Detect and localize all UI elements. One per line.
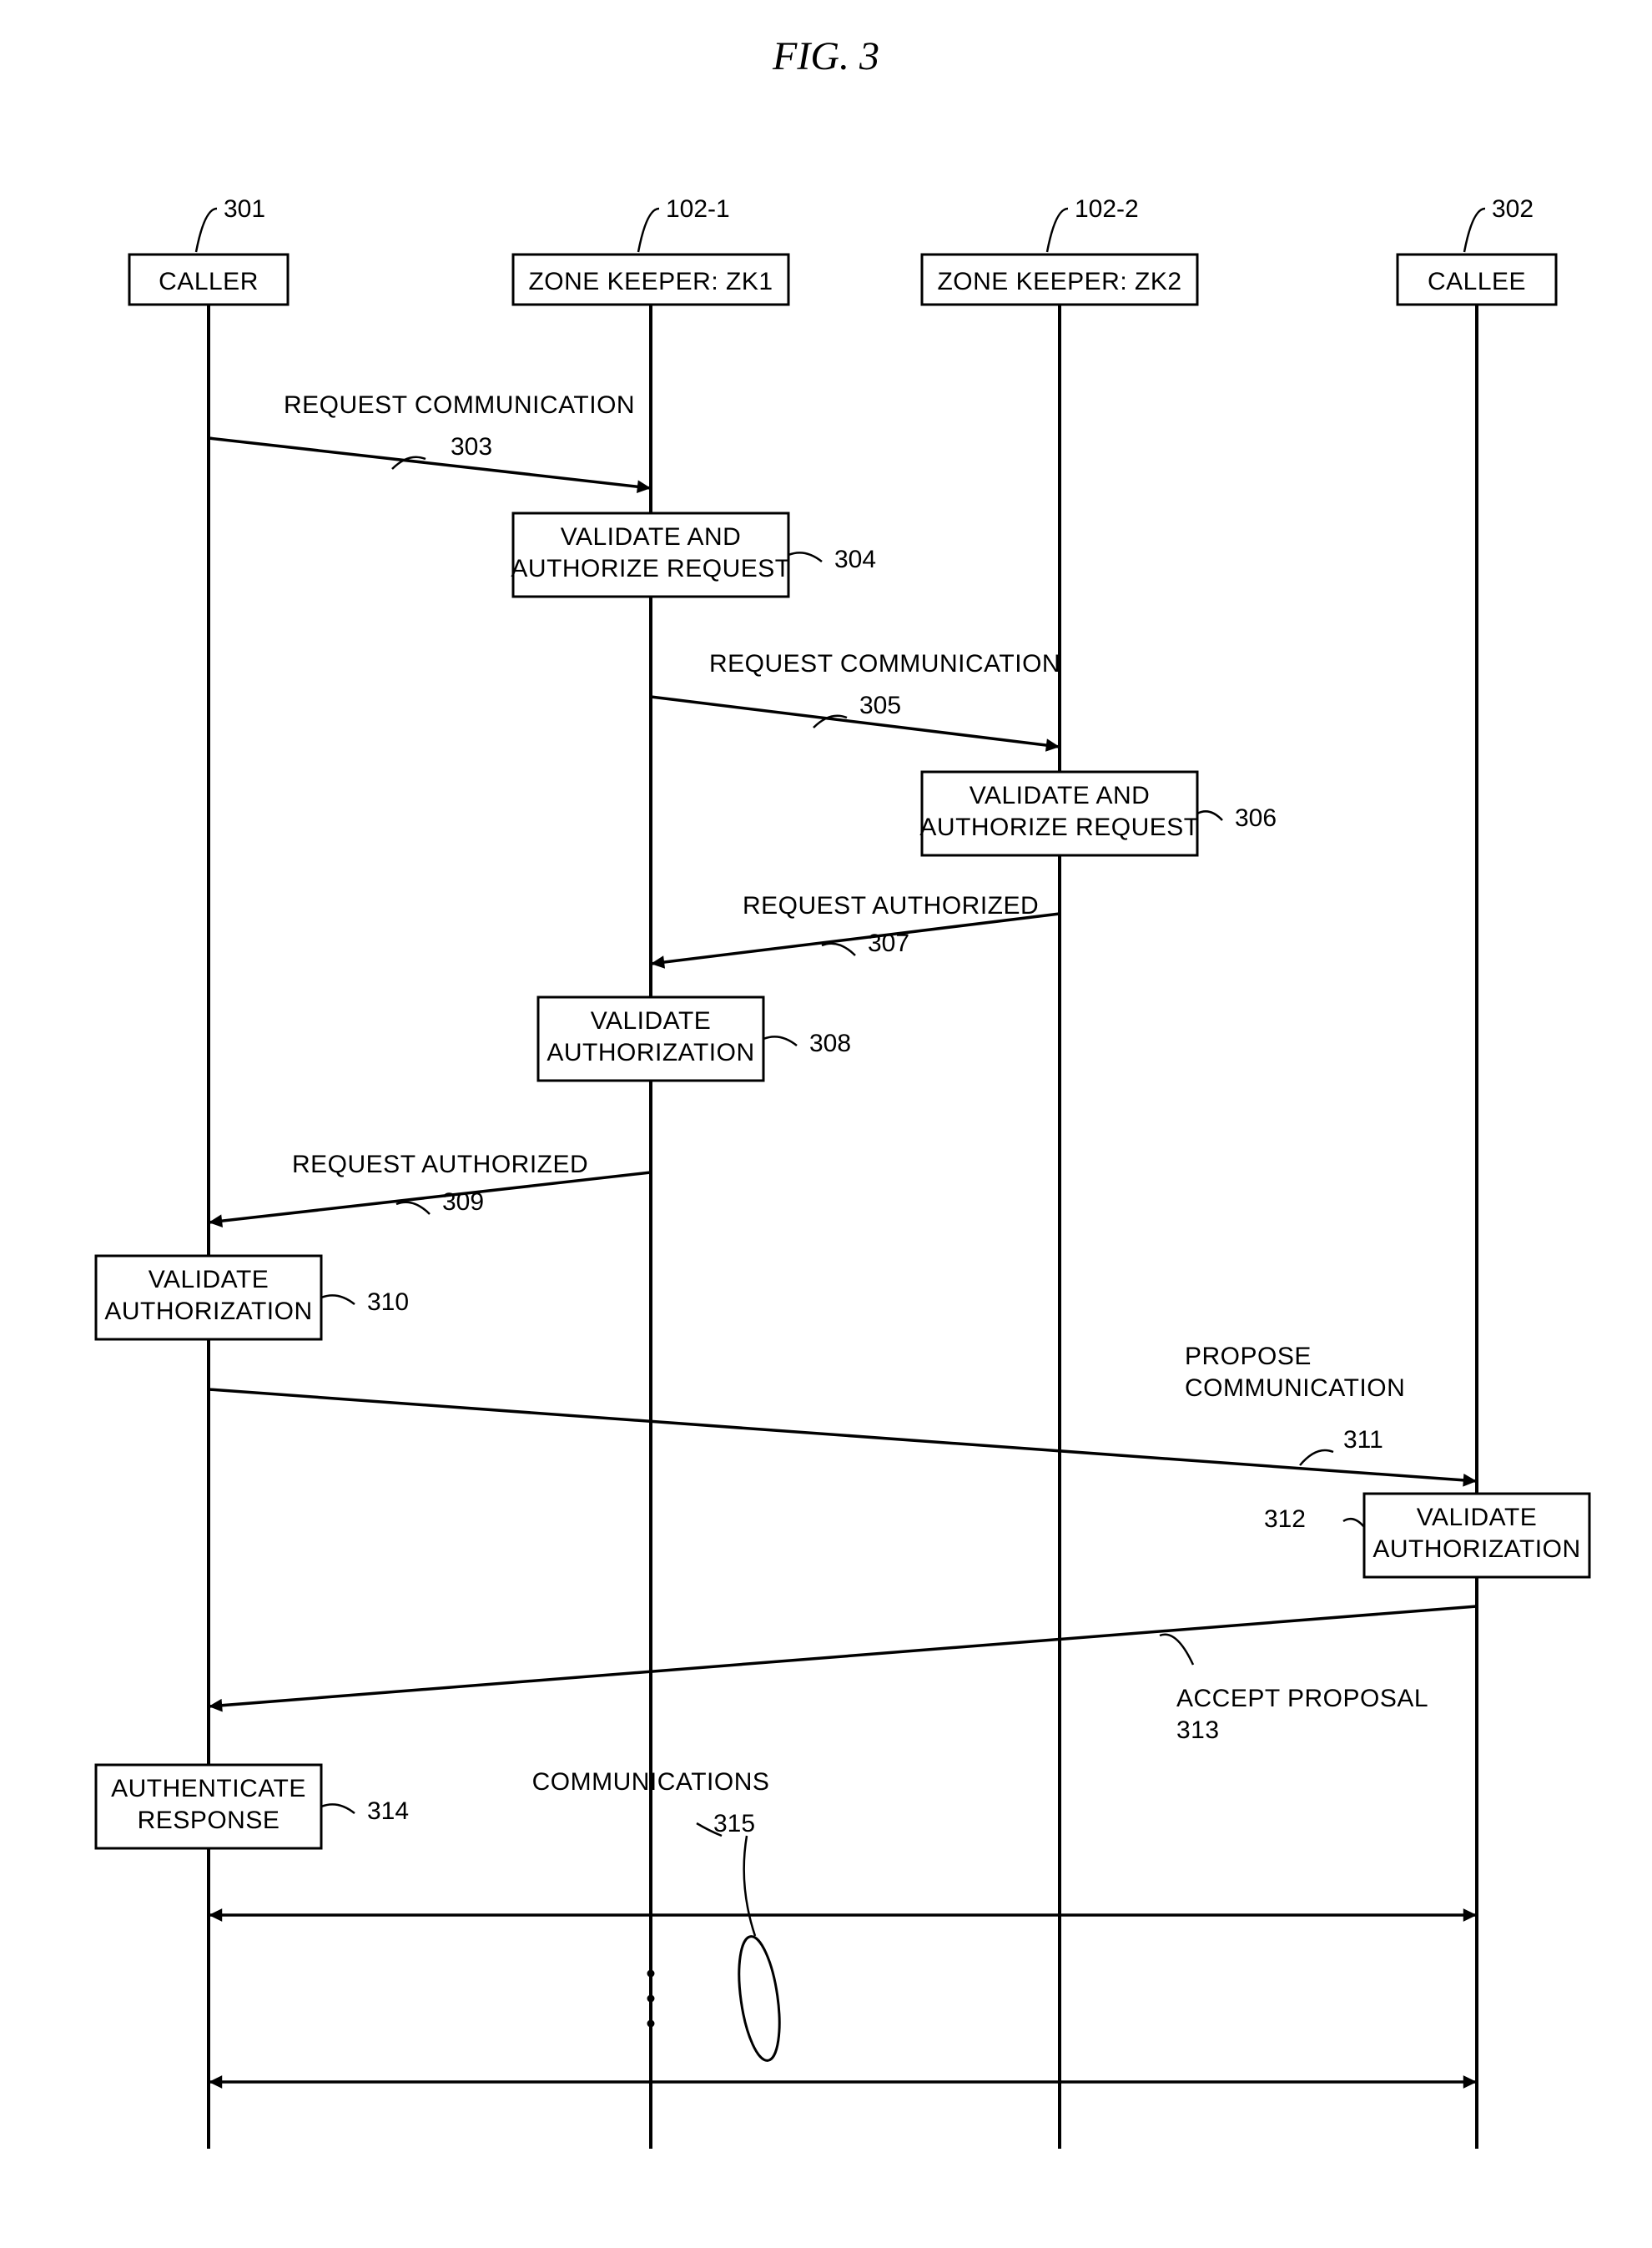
svg-text:ZONE KEEPER: ZK1: ZONE KEEPER: ZK1 xyxy=(528,268,773,295)
svg-text:ACCEPT PROPOSAL: ACCEPT PROPOSAL xyxy=(1176,1685,1428,1712)
svg-text:VALIDATE: VALIDATE xyxy=(149,1266,269,1293)
svg-text:102-2: 102-2 xyxy=(1075,195,1139,223)
svg-text:VALIDATE AND: VALIDATE AND xyxy=(970,782,1151,809)
svg-text:REQUEST COMMUNICATION: REQUEST COMMUNICATION xyxy=(709,650,1060,678)
svg-text:305: 305 xyxy=(859,692,901,719)
svg-text:PROPOSE: PROPOSE xyxy=(1185,1343,1312,1370)
svg-text:AUTHORIZATION: AUTHORIZATION xyxy=(546,1039,754,1066)
svg-text:COMMUNICATIONS: COMMUNICATIONS xyxy=(532,1768,770,1796)
svg-text:304: 304 xyxy=(834,546,876,573)
svg-text:309: 309 xyxy=(442,1188,484,1216)
svg-text:313: 313 xyxy=(1176,1716,1220,1744)
svg-text:AUTHORIZATION: AUTHORIZATION xyxy=(1372,1535,1580,1563)
svg-text:VALIDATE AND: VALIDATE AND xyxy=(561,523,742,551)
svg-text:AUTHORIZATION: AUTHORIZATION xyxy=(104,1298,312,1325)
msg-305 xyxy=(651,697,1060,747)
sequence-diagram: 301 CALLER 102-1 ZONE KEEPER: ZK1 102-2 ZONE … xyxy=(33,104,1619,2190)
msg-303 xyxy=(209,438,651,488)
svg-text:ZONE KEEPER: ZK2: ZONE KEEPER: ZK2 xyxy=(937,268,1181,295)
msg-307 xyxy=(651,914,1060,964)
svg-text:AUTHENTICATE: AUTHENTICATE xyxy=(111,1775,306,1802)
svg-text:308: 308 xyxy=(809,1030,851,1057)
svg-text:102-1: 102-1 xyxy=(666,195,730,223)
svg-text:AUTHORIZE REQUEST: AUTHORIZE REQUEST xyxy=(919,814,1199,841)
figure-title: FIG. 3 xyxy=(33,33,1619,79)
communications-ellipse xyxy=(733,1934,786,2064)
svg-text:312: 312 xyxy=(1264,1505,1306,1533)
svg-text:RESPONSE: RESPONSE xyxy=(138,1807,280,1834)
svg-text:VALIDATE: VALIDATE xyxy=(1417,1504,1538,1531)
svg-text:314: 314 xyxy=(367,1797,409,1825)
svg-text:REQUEST AUTHORIZED: REQUEST AUTHORIZED xyxy=(743,892,1039,920)
svg-text:303: 303 xyxy=(451,433,492,461)
svg-text:306: 306 xyxy=(1235,804,1277,832)
svg-text:302: 302 xyxy=(1492,195,1534,223)
svg-text:315: 315 xyxy=(713,1810,755,1837)
svg-text:311: 311 xyxy=(1343,1426,1383,1454)
svg-text:CALLER: CALLER xyxy=(159,268,259,295)
svg-text:AUTHORIZE REQUEST: AUTHORIZE REQUEST xyxy=(511,555,790,582)
msg-309 xyxy=(209,1172,651,1222)
svg-text:310: 310 xyxy=(367,1288,409,1316)
svg-text:301: 301 xyxy=(224,195,265,223)
svg-text:CALLEE: CALLEE xyxy=(1428,268,1526,295)
svg-text:REQUEST COMMUNICATION: REQUEST COMMUNICATION xyxy=(284,391,635,419)
svg-text:VALIDATE: VALIDATE xyxy=(591,1007,712,1035)
svg-text:307: 307 xyxy=(868,930,909,957)
msg-311 xyxy=(209,1389,1477,1481)
svg-text:REQUEST AUTHORIZED: REQUEST AUTHORIZED xyxy=(292,1151,588,1178)
svg-text:COMMUNICATION: COMMUNICATION xyxy=(1185,1374,1405,1402)
